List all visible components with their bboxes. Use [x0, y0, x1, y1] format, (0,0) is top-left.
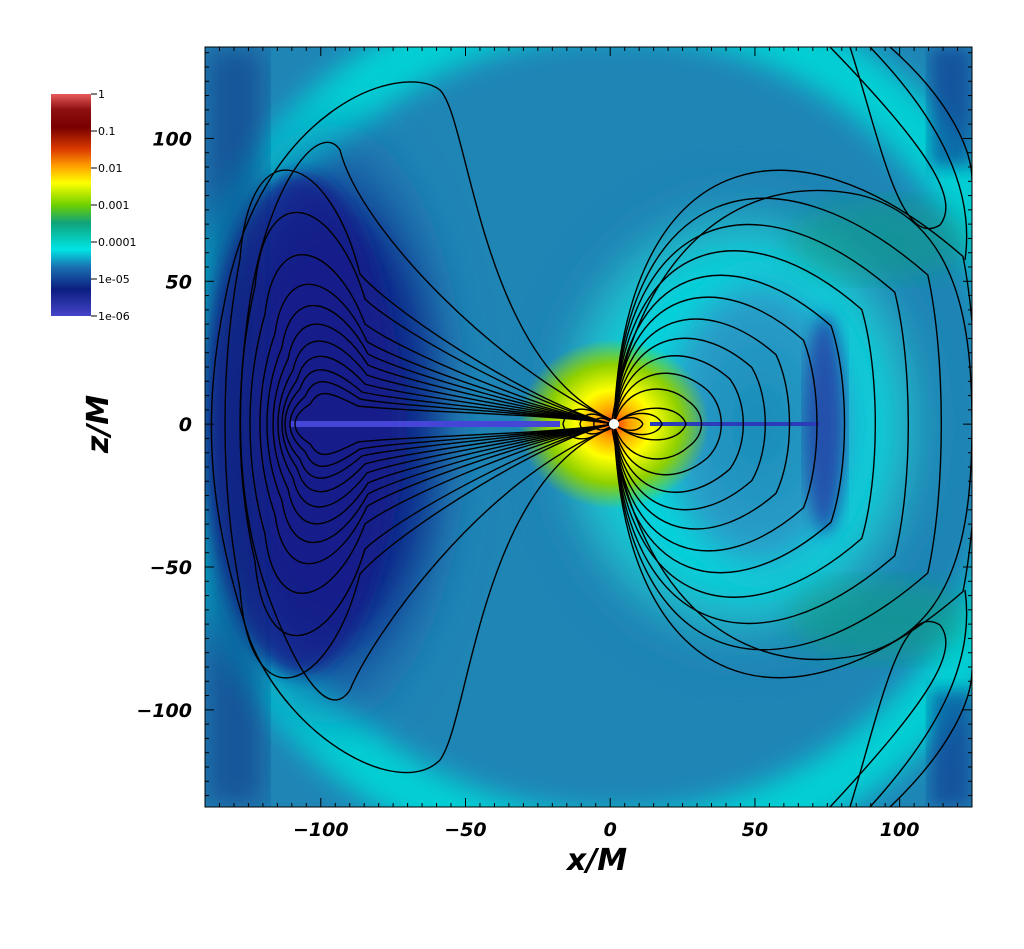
- field-line: [266, 304, 615, 544]
- y-tick-label: 0: [179, 414, 192, 436]
- central-object: [609, 419, 619, 429]
- field-line: [272, 323, 615, 525]
- x-tick-label: −50: [444, 819, 486, 841]
- field-line: [613, 388, 703, 460]
- field-line: [869, 47, 968, 261]
- field-line: [592, 417, 615, 431]
- field-line: [284, 369, 615, 479]
- field-line: [611, 423, 972, 661]
- field-line: [613, 412, 663, 436]
- field-line: [281, 355, 615, 493]
- field-line: [613, 407, 687, 441]
- field-line: [613, 169, 972, 679]
- colorbar-tick-label: 1e-05: [98, 273, 130, 286]
- field-line: [613, 296, 818, 552]
- y-tick-label: −50: [150, 557, 192, 579]
- y-axis-title: z/M: [81, 395, 116, 454]
- x-tick-label: 0: [604, 819, 617, 841]
- field-line: [613, 274, 846, 574]
- field-line: [613, 223, 909, 625]
- x-axis-title: x/M: [565, 843, 627, 878]
- field-line: [249, 254, 615, 594]
- field-line: [579, 413, 615, 435]
- field-lines: [210, 47, 972, 807]
- colorbar-tick-label: 1: [98, 88, 105, 101]
- field-line: [294, 392, 615, 456]
- field-line: [277, 340, 615, 508]
- field-line: [829, 47, 947, 230]
- field-line: [224, 169, 615, 679]
- field-line: [562, 408, 615, 440]
- colorbar-tick-label: 0.0001: [98, 236, 137, 249]
- field-line: [613, 318, 791, 530]
- field-line: [210, 81, 613, 774]
- colorbar-tick-label: 1e-06: [98, 310, 130, 323]
- plot-frame: [204, 46, 973, 808]
- field-line: [613, 355, 744, 493]
- field-line: [289, 381, 615, 467]
- y-tick-label: −100: [136, 700, 192, 722]
- density-map: [205, 47, 972, 807]
- field-line: [869, 589, 968, 807]
- x-tick-label: −100: [293, 819, 349, 841]
- field-line: [239, 141, 613, 701]
- x-tick-label: 50: [742, 819, 768, 841]
- y-tick-label: 50: [166, 271, 192, 293]
- colorbar: 1 0.1 0.01 0.001 0.0001 1e-05 1e-06: [51, 88, 137, 323]
- colorbar-tick-label: 0.01: [98, 162, 123, 175]
- field-line: [259, 283, 615, 565]
- colorbar-tick-label: 0.1: [98, 125, 116, 138]
- y-tick-label: 100: [152, 128, 192, 150]
- field-line: [613, 417, 644, 431]
- axis-ticks: [204, 47, 973, 807]
- colorbar-tick-label: 0.001: [98, 199, 130, 212]
- axis-tick-labels: −100 −50 0 50 100 −100 −50 0 50 100: [136, 128, 919, 841]
- field-line: [613, 197, 942, 651]
- field-line: [613, 372, 722, 476]
- field-line: [611, 189, 972, 425]
- field-line: [613, 250, 876, 598]
- field-line: [613, 337, 766, 511]
- x-tick-label: 100: [880, 819, 920, 841]
- field-line: [829, 620, 947, 807]
- colorbar-gradient: [51, 94, 91, 316]
- field-line: [889, 47, 972, 181]
